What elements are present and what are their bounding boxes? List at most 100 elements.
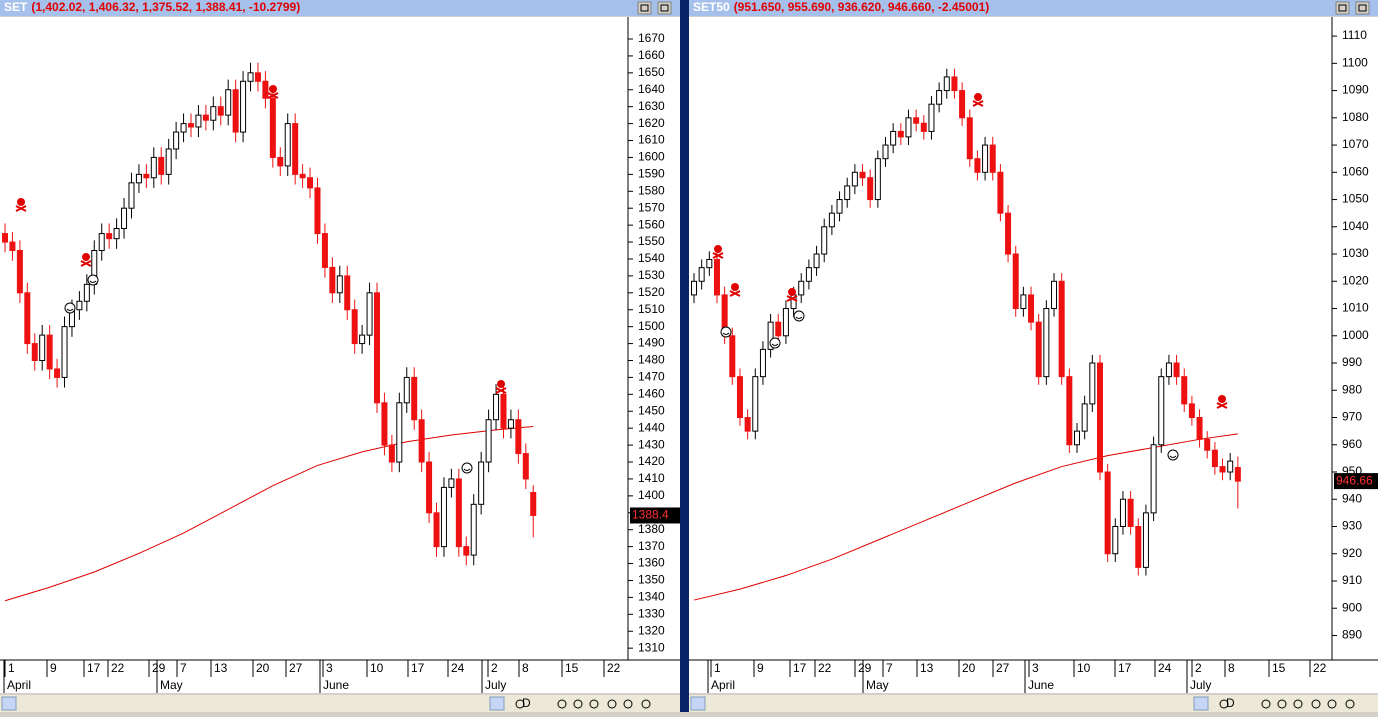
candle-body: [195, 114, 202, 128]
candle-body: [284, 123, 291, 167]
y-tick-label: 1540: [638, 251, 665, 265]
window-button-icon: [1358, 4, 1367, 12]
candle-body: [381, 402, 388, 446]
window-button[interactable]: [1355, 1, 1370, 15]
window-button[interactable]: [637, 1, 652, 15]
y-tick-label: 1480: [638, 353, 665, 367]
candle-body: [269, 97, 276, 158]
scroll-right[interactable]: [489, 696, 505, 711]
candle-body: [997, 171, 1004, 214]
candle-body: [418, 419, 425, 463]
scroll-left[interactable]: [690, 696, 706, 711]
toolbar-d[interactable]: D: [522, 696, 531, 710]
candle-body: [54, 368, 61, 378]
scrollbar: [0, 695, 680, 712]
candle-body: [1158, 376, 1165, 446]
y-tick-label: 900: [1342, 600, 1362, 614]
toolbar-icon[interactable]: [589, 699, 599, 709]
candle-body: [936, 90, 943, 105]
candle-body: [515, 419, 522, 455]
candle-body: [920, 122, 927, 132]
candle-body: [530, 491, 537, 516]
candle-body: [1196, 417, 1203, 440]
price-axis: [628, 17, 680, 660]
toolbar-icon[interactable]: [1327, 699, 1337, 709]
x-tick-label: 22: [1313, 661, 1327, 675]
toolbar-icon[interactable]: [1345, 699, 1355, 709]
y-tick-label: 1610: [638, 133, 665, 147]
crossbones: [786, 295, 798, 302]
x-tick-label: 29: [152, 661, 166, 675]
last-price-box: [1334, 473, 1378, 490]
y-tick-label: 1630: [638, 99, 665, 113]
candle-body: [366, 292, 373, 336]
candle-body: [959, 90, 966, 119]
toolbar-d[interactable]: D: [1226, 696, 1235, 710]
toolbar-icon[interactable]: [641, 699, 651, 709]
candle-body: [478, 461, 485, 505]
candle-body: [247, 72, 254, 82]
y-tick-label: 1360: [638, 556, 665, 570]
x-tick-label: 9: [757, 661, 764, 675]
candle-body: [217, 106, 224, 116]
toolbar-icon[interactable]: [515, 699, 525, 709]
candle-body: [150, 156, 157, 179]
candle-body: [314, 187, 321, 235]
y-tick-label: 1380: [638, 522, 665, 536]
candle-body: [277, 156, 284, 167]
ohlc-values: (951.650, 955.690, 936.620, 946.660, -2.…: [734, 0, 990, 14]
scroll-left[interactable]: [1, 696, 17, 711]
y-tick-label: 1590: [638, 167, 665, 181]
window-button[interactable]: [1335, 1, 1350, 15]
candle-body: [232, 89, 239, 133]
toolbar-icon[interactable]: [1311, 699, 1321, 709]
toolbar-icon[interactable]: [607, 699, 617, 709]
toolbar-icon[interactable]: [1219, 699, 1229, 709]
candle-body: [374, 292, 380, 404]
toolbar-icon[interactable]: [1277, 699, 1287, 709]
candle-body: [729, 335, 736, 378]
candle-body: [344, 275, 351, 311]
candle-body: [188, 123, 194, 128]
candle-body: [982, 144, 989, 173]
y-tick-label: 1620: [638, 116, 665, 130]
candle-body: [1112, 525, 1119, 555]
candle-body: [262, 80, 269, 99]
smiley-icon: [720, 326, 732, 338]
toolbar-icon[interactable]: [1261, 699, 1271, 709]
toolbar-icon[interactable]: [573, 699, 583, 709]
y-tick-label: 1310: [638, 640, 665, 654]
candle-body: [813, 253, 820, 269]
toolbar-icon[interactable]: [557, 699, 567, 709]
crossbones: [267, 92, 279, 99]
scroll-right[interactable]: [1193, 696, 1209, 711]
skull-icon: [269, 85, 277, 93]
candle-body: [1181, 376, 1188, 405]
y-tick-label: 1320: [638, 623, 665, 637]
y-tick-label: 920: [1342, 546, 1362, 560]
candle-body: [1127, 498, 1134, 527]
candle-body: [867, 177, 874, 201]
candle-body: [351, 309, 358, 345]
candle-body: [1135, 525, 1142, 568]
candle-body: [836, 199, 843, 214]
toolbar-icon[interactable]: [623, 699, 633, 709]
last-price-label: 946.66: [1336, 473, 1373, 487]
y-tick-label: 970: [1342, 410, 1362, 424]
toolbar-icon[interactable]: [1293, 699, 1303, 709]
candle-body: [1142, 512, 1149, 568]
candle-body: [1051, 280, 1058, 310]
crossbones: [495, 387, 507, 394]
x-tick-label: 24: [1158, 661, 1172, 675]
y-tick-label: 1520: [638, 285, 665, 299]
candle-body: [173, 131, 180, 150]
crossbones: [712, 252, 724, 259]
y-tick-label: 1580: [638, 183, 665, 197]
candle-body: [329, 266, 336, 294]
month-label: April: [7, 678, 31, 692]
candle-body: [254, 72, 261, 82]
smiley-icon: [793, 310, 805, 322]
window-button[interactable]: [657, 1, 672, 15]
splitter[interactable]: [680, 0, 689, 712]
candle-body: [1028, 294, 1035, 323]
